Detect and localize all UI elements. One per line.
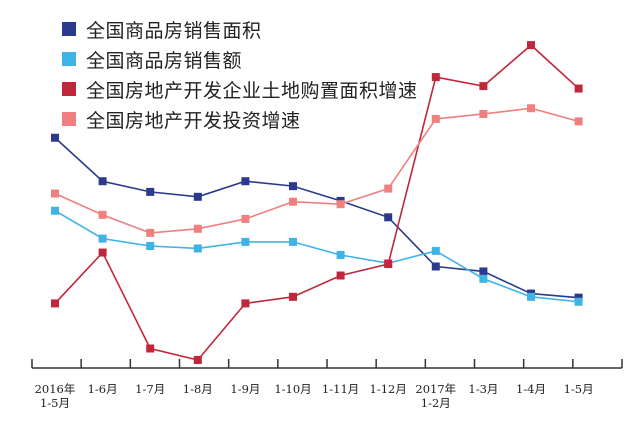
- data-point: [146, 228, 155, 237]
- legend-swatch: [62, 52, 76, 66]
- data-point: [98, 177, 107, 186]
- data-point: [431, 262, 440, 271]
- data-point: [574, 117, 583, 126]
- data-point: [98, 248, 107, 257]
- legend-swatch: [62, 82, 76, 96]
- data-point: [574, 297, 583, 306]
- x-tick-label-line: 2017年: [415, 382, 456, 396]
- data-point: [241, 177, 250, 186]
- data-point: [479, 109, 488, 118]
- x-tick-label-line: 1-7月: [135, 382, 165, 396]
- data-point: [241, 237, 250, 246]
- legend-label: 全国商品房销售面积: [86, 19, 262, 42]
- data-point: [146, 187, 155, 196]
- data-point: [479, 267, 488, 276]
- x-tick-label: 2016年 1-5月: [35, 382, 76, 410]
- data-point: [289, 182, 297, 191]
- data-point: [193, 244, 202, 253]
- legend-label: 全国房地产开发企业土地购置面积增速: [86, 79, 418, 102]
- data-point: [51, 133, 59, 142]
- data-point: [384, 260, 393, 269]
- x-tick-label-line: 1-3月: [468, 382, 498, 396]
- x-tick-label: 1-11月: [322, 382, 359, 396]
- data-point: [384, 184, 393, 193]
- data-point: [146, 242, 155, 250]
- data-point: [289, 237, 297, 246]
- data-point: [479, 274, 488, 283]
- x-tick-label: 1-7月: [135, 382, 165, 396]
- series-line: [54, 107, 579, 234]
- series-line: [54, 137, 579, 299]
- data-point: [384, 213, 393, 222]
- x-tick-label: 1-8月: [183, 382, 213, 396]
- data-point: [527, 292, 535, 301]
- data-point: [51, 189, 59, 198]
- x-tick-label-line: 1-10月: [274, 382, 311, 396]
- x-tick-label-line: 1-6月: [88, 382, 118, 396]
- data-point: [336, 200, 345, 209]
- x-tick-label-line: 1-12月: [370, 382, 407, 396]
- x-tick-label-line: 1-5月: [564, 382, 594, 396]
- legend-swatch: [62, 112, 76, 126]
- x-tick-label-line: 2016年: [35, 382, 76, 396]
- x-tick-label: 1-12月: [370, 382, 407, 396]
- legend-swatch: [62, 22, 76, 36]
- x-tick-label: 1-5月: [564, 382, 594, 396]
- legend-label: 全国房地产开发投资增速: [86, 109, 301, 132]
- data-point: [193, 224, 202, 233]
- data-point: [431, 73, 440, 82]
- data-point: [431, 114, 440, 123]
- data-point: [574, 293, 583, 302]
- series-line: [54, 44, 580, 361]
- x-tick-label: 2017年 1-2月: [415, 382, 456, 410]
- data-point: [241, 214, 250, 223]
- data-point: [527, 41, 535, 50]
- data-point: [336, 271, 345, 280]
- data-point: [51, 206, 59, 215]
- legend-label: 全国商品房销售额: [86, 49, 243, 72]
- series-line: [54, 210, 579, 303]
- x-tick-label-line: 1-4月: [516, 382, 546, 396]
- x-tick-label: 1-6月: [88, 382, 118, 396]
- data-point: [98, 210, 107, 219]
- x-tick-label-line: 1-11月: [322, 382, 359, 396]
- data-point: [193, 192, 202, 201]
- data-point: [574, 84, 583, 93]
- x-tick-label-line: 1-5月: [40, 396, 70, 410]
- data-point: [336, 251, 345, 260]
- legend-item: 全国房地产开发投资增速: [62, 104, 418, 134]
- data-point: [241, 299, 250, 308]
- legend: 全国商品房销售面积 全国商品房销售额全国房地产开发企业土地购置面积增速 全国房地产开…: [62, 14, 418, 134]
- data-point: [431, 246, 440, 255]
- x-tick-label: 1-3月: [468, 382, 498, 396]
- data-point: [527, 104, 535, 113]
- legend-item: 全国商品房销售面积: [62, 14, 418, 44]
- legend-item: 全国房地产开发企业土地购置面积增速: [62, 74, 418, 104]
- x-tick-label-line: 1-2月: [421, 396, 451, 410]
- x-tick-label: 1-10月: [274, 382, 311, 396]
- x-tick-label-line: 1-9月: [230, 382, 260, 396]
- x-tick-label: 1-4月: [516, 382, 546, 396]
- x-tick-label: 1-9月: [230, 382, 260, 396]
- data-point: [289, 197, 297, 206]
- data-point: [193, 355, 202, 364]
- data-point: [289, 292, 297, 301]
- legend-item: 全国商品房销售额: [62, 44, 418, 74]
- data-point: [146, 344, 155, 353]
- data-point: [51, 299, 59, 308]
- x-tick-label-line: 1-8月: [183, 382, 213, 396]
- data-point: [98, 234, 107, 243]
- data-point: [479, 82, 488, 91]
